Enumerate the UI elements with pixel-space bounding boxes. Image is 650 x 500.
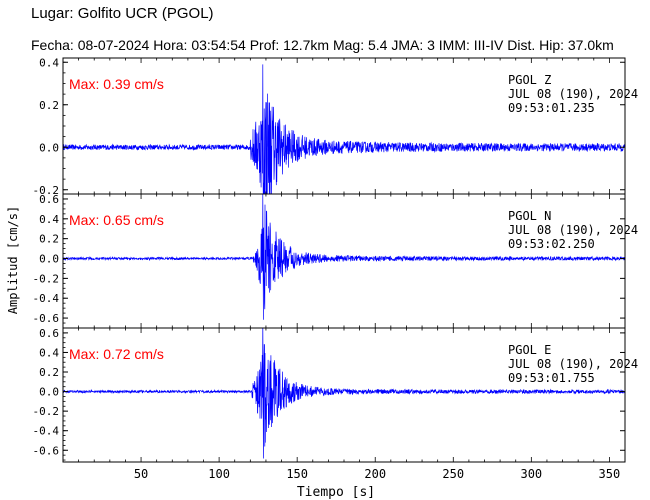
y-tick-label: -0.6: [33, 312, 60, 325]
y-tick-label: 0.0: [39, 141, 59, 154]
station-component-label: PGOL E: [508, 343, 551, 357]
max-amplitude-label: Max: 0.65 cm/s: [69, 212, 164, 228]
y-tick-label: 0.2: [39, 366, 59, 379]
waveform-trace-n: [63, 194, 625, 320]
record-date-label: JUL 08 (190), 2024: [508, 223, 638, 237]
y-tick-label: -0.2: [33, 272, 60, 285]
station-component-label: PGOL Z: [508, 73, 551, 87]
max-amplitude-label: Max: 0.72 cm/s: [69, 346, 164, 362]
y-tick-label: 0.4: [39, 213, 59, 226]
y-tick-label: 0.6: [39, 193, 59, 206]
event-info: Fecha: 08-07-2024 Hora: 03:54:54 Prof: 1…: [31, 37, 614, 53]
y-tick-label: 0.2: [39, 99, 59, 112]
record-time-label: 09:53:01.235: [508, 101, 595, 115]
y-axis-label: Amplitud [cm/s]: [6, 206, 20, 314]
y-tick-label: -0.4: [33, 425, 60, 438]
y-tick-label: -0.2: [33, 405, 60, 418]
y-tick-label: 0.6: [39, 327, 59, 340]
waveform-trace-e: [63, 328, 625, 459]
y-tick-label: -0.4: [33, 292, 60, 305]
record-time-label: 09:53:01.755: [508, 371, 595, 385]
record-date-label: JUL 08 (190), 2024: [508, 87, 638, 101]
y-tick-label: -0.2: [33, 184, 60, 197]
max-amplitude-label: Max: 0.39 cm/s: [69, 76, 164, 92]
x-tick-label: 200: [364, 467, 386, 481]
y-tick-label: 0.0: [39, 386, 59, 399]
x-tick-label: 250: [442, 467, 464, 481]
x-tick-label: 150: [286, 467, 308, 481]
y-tick-label: -0.6: [33, 444, 60, 457]
y-tick-label: 0.0: [39, 253, 59, 266]
x-tick-label: 50: [134, 467, 148, 481]
panel-n: -0.6 -0.4 -0.2 0.0 0.2 0.4 0.6 Max: 0.65 cm/s PG…: [33, 193, 638, 329]
y-tick-label: 0.4: [39, 56, 59, 69]
y-tick-label: 0.2: [39, 233, 59, 246]
station-component-label: PGOL N: [508, 209, 551, 223]
chart-title: Lugar: Golfito UCR (PGOL): [31, 5, 214, 22]
x-tick-label: 350: [599, 467, 621, 481]
waveform-trace-z: [63, 64, 625, 194]
x-axis-label: Tiempo [s]: [297, 485, 375, 500]
record-date-label: JUL 08 (190), 2024: [508, 357, 638, 371]
x-tick-label: 100: [208, 467, 230, 481]
panel-e: -0.6 -0.4 -0.2 0.0 0.2 0.4 0.6 Max: 0.72 cm/s PG…: [33, 327, 638, 463]
record-time-label: 09:53:02.250: [508, 237, 595, 251]
y-tick-label: 0.4: [39, 346, 59, 359]
x-axis: 50 100 150 200 250 300 350: [134, 467, 620, 481]
x-tick-label: 300: [520, 467, 542, 481]
